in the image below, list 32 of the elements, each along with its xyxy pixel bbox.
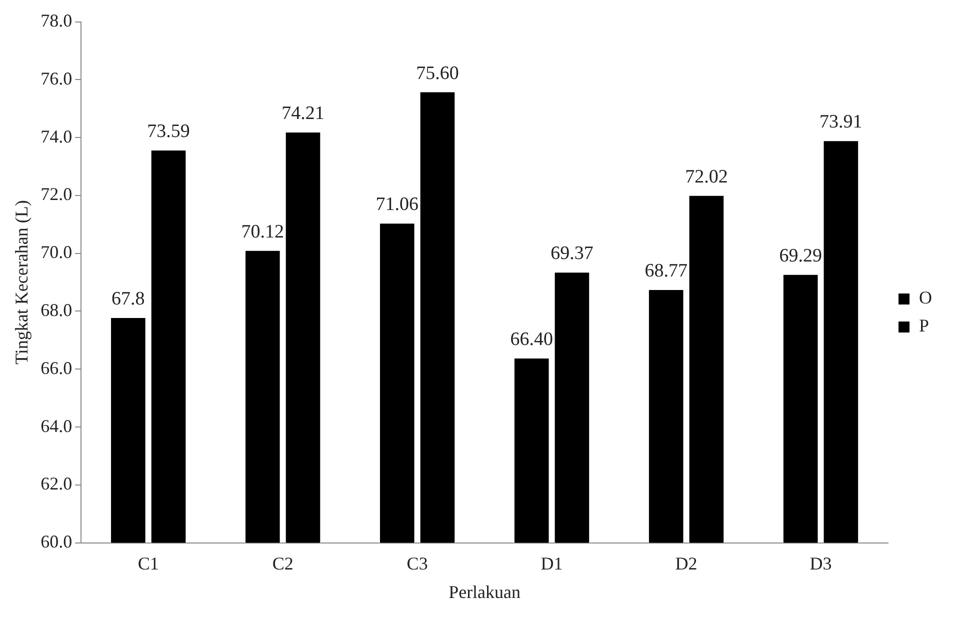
data-label: 69.29 (779, 245, 822, 266)
data-label: 70.12 (241, 221, 284, 242)
y-axis-title: Tingkat Kecerahan (L) (12, 200, 32, 364)
data-label: 72.02 (685, 166, 728, 188)
y-tick-label: 64.0 (40, 416, 72, 436)
data-label: 68.77 (644, 260, 688, 282)
x-tick-label: C1 (138, 553, 159, 574)
x-tick-label: C3 (406, 553, 428, 574)
y-tick-label: 76.0 (40, 68, 72, 88)
legend-label: O (919, 288, 932, 308)
data-label: 73.59 (147, 120, 190, 142)
x-tick-label: D2 (675, 553, 698, 574)
x-tick-label: D1 (540, 553, 563, 574)
y-tick-label: 72.0 (40, 184, 72, 204)
y-tick-label: 62.0 (40, 474, 72, 494)
data-label: 71.06 (376, 194, 419, 216)
data-label: 69.37 (550, 243, 594, 264)
x-tick-label: C2 (272, 553, 294, 574)
data-label: 75.60 (416, 62, 459, 84)
data-label: 67.8 (112, 288, 145, 310)
data-label: 73.91 (820, 112, 862, 133)
data-label: 74.21 (282, 102, 324, 124)
y-tick-label: 70.0 (40, 242, 72, 262)
x-axis-title: Perlakuan (448, 582, 521, 602)
y-tick-label: 60.0 (40, 532, 72, 552)
y-tick-label: 78.0 (40, 10, 72, 31)
x-tick-label: D3 (810, 553, 832, 574)
data-label: 66.40 (510, 329, 553, 350)
y-tick-label: 74.0 (40, 126, 72, 146)
y-tick-label: 66.0 (40, 358, 72, 378)
y-tick-label: 68.0 (40, 300, 72, 320)
legend-label: P (919, 316, 930, 336)
